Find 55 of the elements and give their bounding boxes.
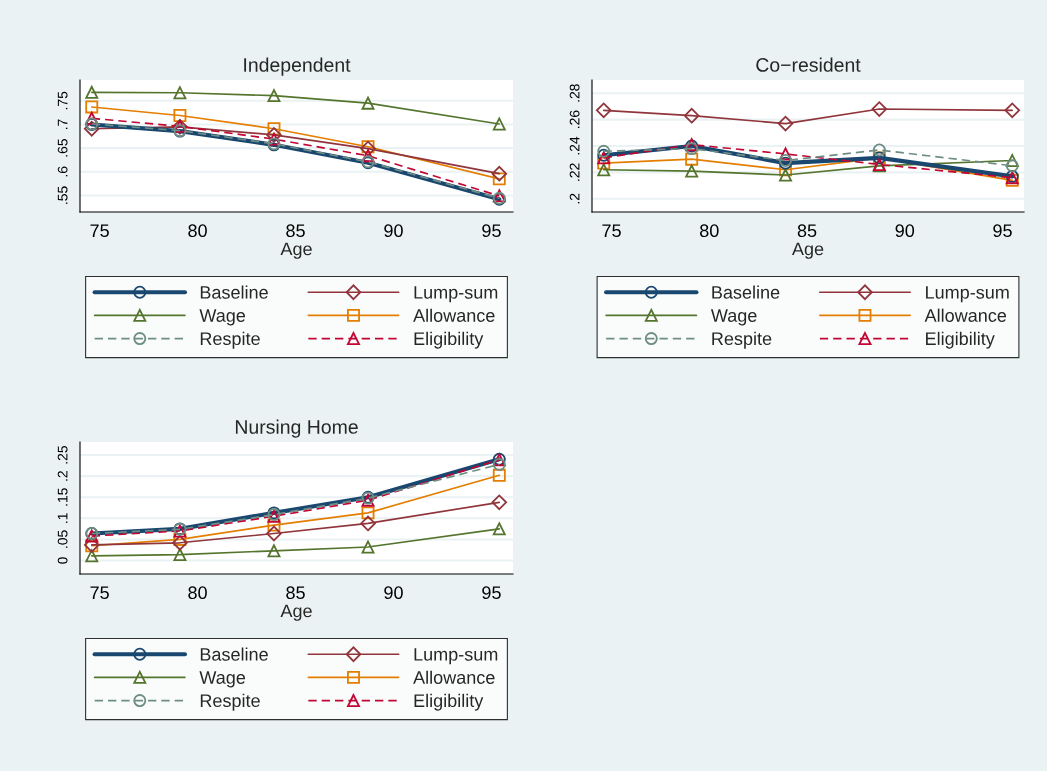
y-tick-label: .6 — [57, 166, 68, 177]
legend-label: Allowance — [413, 670, 495, 684]
y-tick-label: .15 — [57, 488, 68, 506]
x-tick-label: 75 — [90, 224, 109, 238]
x-tick-label: 85 — [286, 224, 305, 238]
legend-label: Lump-sum — [414, 286, 498, 303]
y-tick-label: .25 — [57, 446, 68, 464]
x-axis-title: Age — [791, 242, 824, 259]
x-tick-label: 90 — [384, 586, 403, 600]
legend-label: Lump-sum — [414, 648, 498, 665]
y-tick-label: .2 — [57, 471, 68, 481]
chart-title: Co−resident — [756, 57, 861, 72]
x-tick-label: 80 — [188, 224, 207, 238]
x-tick-label: 75 — [602, 224, 621, 238]
legend-label: Wage — [199, 671, 246, 688]
x-tick-label: 95 — [993, 224, 1012, 238]
legend-label: Allowance — [924, 308, 1007, 322]
y-tick-label: .28 — [569, 84, 580, 102]
y-tick-label: .7 — [57, 119, 68, 129]
y-tick-label: .24 — [569, 136, 580, 155]
x-tick-label: 75 — [90, 586, 109, 600]
legend-label: Baseline — [200, 285, 268, 299]
legend-label: Respite — [200, 331, 260, 349]
y-tick-label: 0 — [57, 557, 68, 564]
legend-label: Respite — [200, 693, 260, 711]
legend-label: Lump-sum — [926, 286, 1009, 303]
legend-label: Wage — [710, 309, 757, 326]
x-tick-label: 85 — [797, 224, 817, 238]
legend-label: Eligibility — [414, 331, 484, 349]
legend-label: Wage — [199, 309, 246, 326]
x-axis-title: Age — [280, 242, 312, 259]
x-tick-label: 95 — [482, 224, 501, 238]
x-tick-label: 95 — [482, 586, 501, 600]
legend-label: Baseline — [712, 285, 780, 299]
x-tick-label: 90 — [384, 224, 403, 238]
y-tick-label: .22 — [569, 163, 580, 181]
y-tick-label: .65 — [57, 139, 68, 157]
x-tick-label: 90 — [895, 224, 915, 238]
x-tick-label: 80 — [188, 586, 207, 600]
legend-label: Baseline — [200, 647, 268, 661]
y-tick-label: .26 — [569, 110, 580, 128]
legend-label: Respite — [712, 331, 772, 349]
chart-title: Independent — [244, 57, 351, 76]
legend-label: Eligibility — [926, 331, 995, 349]
x-tick-label: 80 — [700, 224, 719, 238]
y-tick-label: .05 — [57, 530, 68, 548]
x-tick-label: 85 — [286, 586, 305, 600]
x-axis-title: Age — [280, 604, 312, 621]
y-tick-label: .2 — [569, 193, 580, 204]
y-tick-label: .1 — [57, 513, 68, 523]
y-tick-label: .55 — [57, 186, 68, 204]
y-tick-label: .75 — [57, 91, 68, 110]
legend-label: Allowance — [413, 308, 495, 322]
legend-label: Eligibility — [414, 693, 484, 711]
chart-title: Nursing Home — [235, 419, 358, 438]
